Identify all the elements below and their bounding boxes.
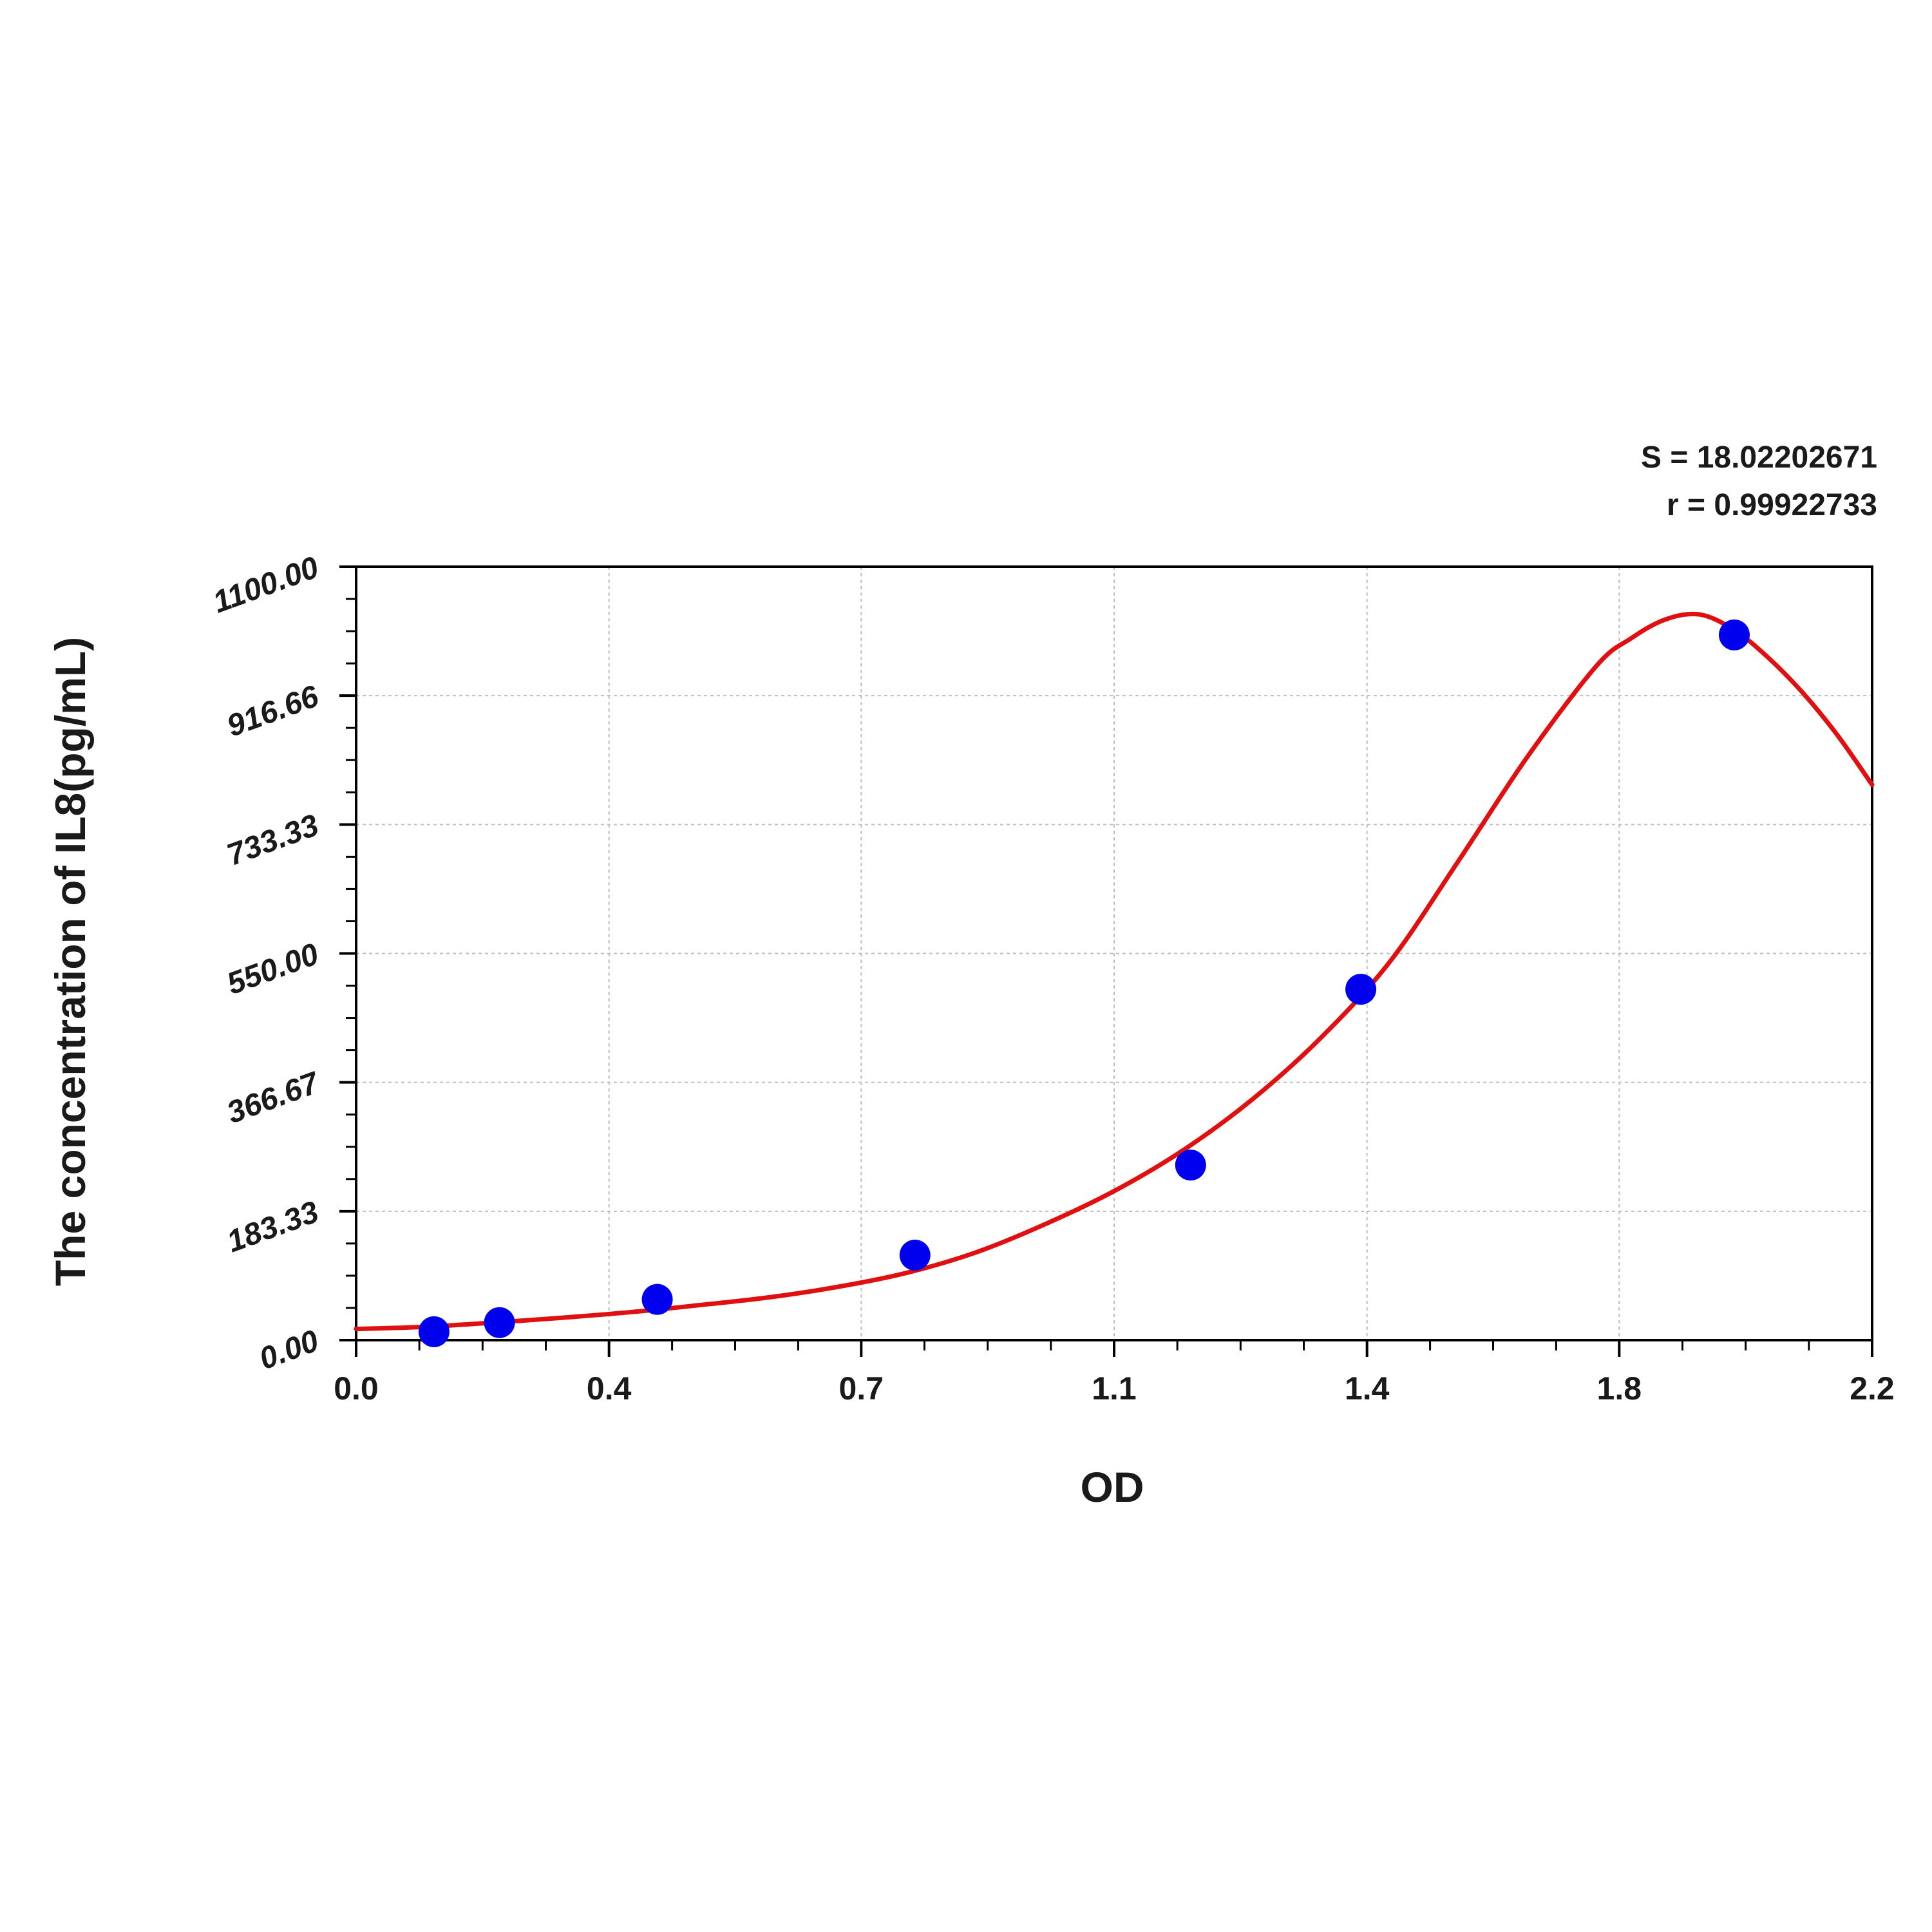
x-tick-label: 1.1 <box>1092 1370 1137 1406</box>
x-axis-title: OD <box>1081 1463 1144 1511</box>
x-tick-label: 1.4 <box>1345 1370 1390 1406</box>
x-tick-label: 0.4 <box>587 1370 632 1406</box>
y-axis-title: The concentration of IL8(pg/mL) <box>46 637 94 1286</box>
data-point <box>484 1307 515 1338</box>
data-point <box>1175 1150 1206 1181</box>
data-point <box>1345 974 1377 1005</box>
grid <box>356 567 1872 1340</box>
x-tick-label: 2.2 <box>1850 1370 1895 1406</box>
data-point <box>641 1283 673 1315</box>
data-point <box>899 1239 931 1271</box>
x-tick-label: 1.8 <box>1597 1370 1642 1406</box>
axis-ticks <box>339 565 1873 1357</box>
data-point <box>418 1316 450 1347</box>
x-tick-label: 0.0 <box>334 1370 379 1406</box>
data-points <box>418 619 1750 1347</box>
stat-r-value: r = 0.99922733 <box>1667 488 1877 522</box>
x-tick-label: 0.7 <box>839 1370 884 1406</box>
stat-s-value: S = 18.02202671 <box>1641 440 1877 475</box>
data-point <box>1719 619 1750 650</box>
plot-frame <box>355 565 1873 1341</box>
